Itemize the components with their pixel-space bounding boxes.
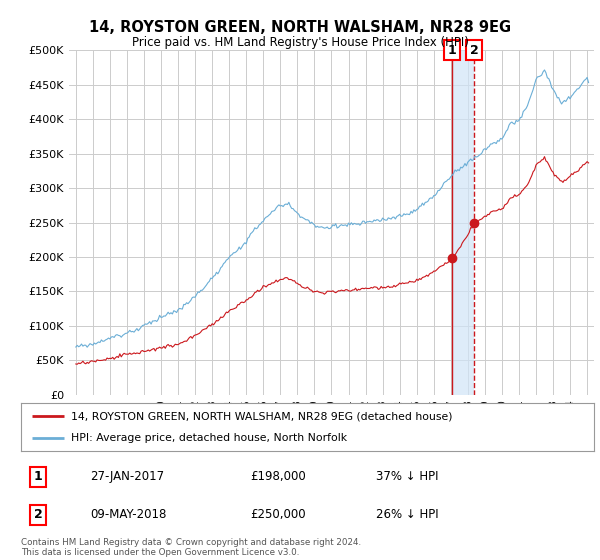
- Text: HPI: Average price, detached house, North Norfolk: HPI: Average price, detached house, Nort…: [71, 433, 347, 443]
- Text: 27-JAN-2017: 27-JAN-2017: [90, 470, 164, 483]
- Text: Contains HM Land Registry data © Crown copyright and database right 2024.
This d: Contains HM Land Registry data © Crown c…: [21, 538, 361, 557]
- Text: Price paid vs. HM Land Registry's House Price Index (HPI): Price paid vs. HM Land Registry's House …: [131, 36, 469, 49]
- Text: 2: 2: [470, 44, 479, 57]
- Text: 2: 2: [34, 508, 43, 521]
- Text: 14, ROYSTON GREEN, NORTH WALSHAM, NR28 9EG: 14, ROYSTON GREEN, NORTH WALSHAM, NR28 9…: [89, 20, 511, 35]
- Text: 14, ROYSTON GREEN, NORTH WALSHAM, NR28 9EG (detached house): 14, ROYSTON GREEN, NORTH WALSHAM, NR28 9…: [71, 411, 453, 421]
- Bar: [452, 50, 474, 395]
- Text: 37% ↓ HPI: 37% ↓ HPI: [376, 470, 439, 483]
- Text: £198,000: £198,000: [250, 470, 306, 483]
- Text: 09-MAY-2018: 09-MAY-2018: [90, 508, 166, 521]
- Text: 26% ↓ HPI: 26% ↓ HPI: [376, 508, 439, 521]
- Text: 1: 1: [34, 470, 43, 483]
- Text: £250,000: £250,000: [250, 508, 306, 521]
- Text: 1: 1: [448, 44, 457, 57]
